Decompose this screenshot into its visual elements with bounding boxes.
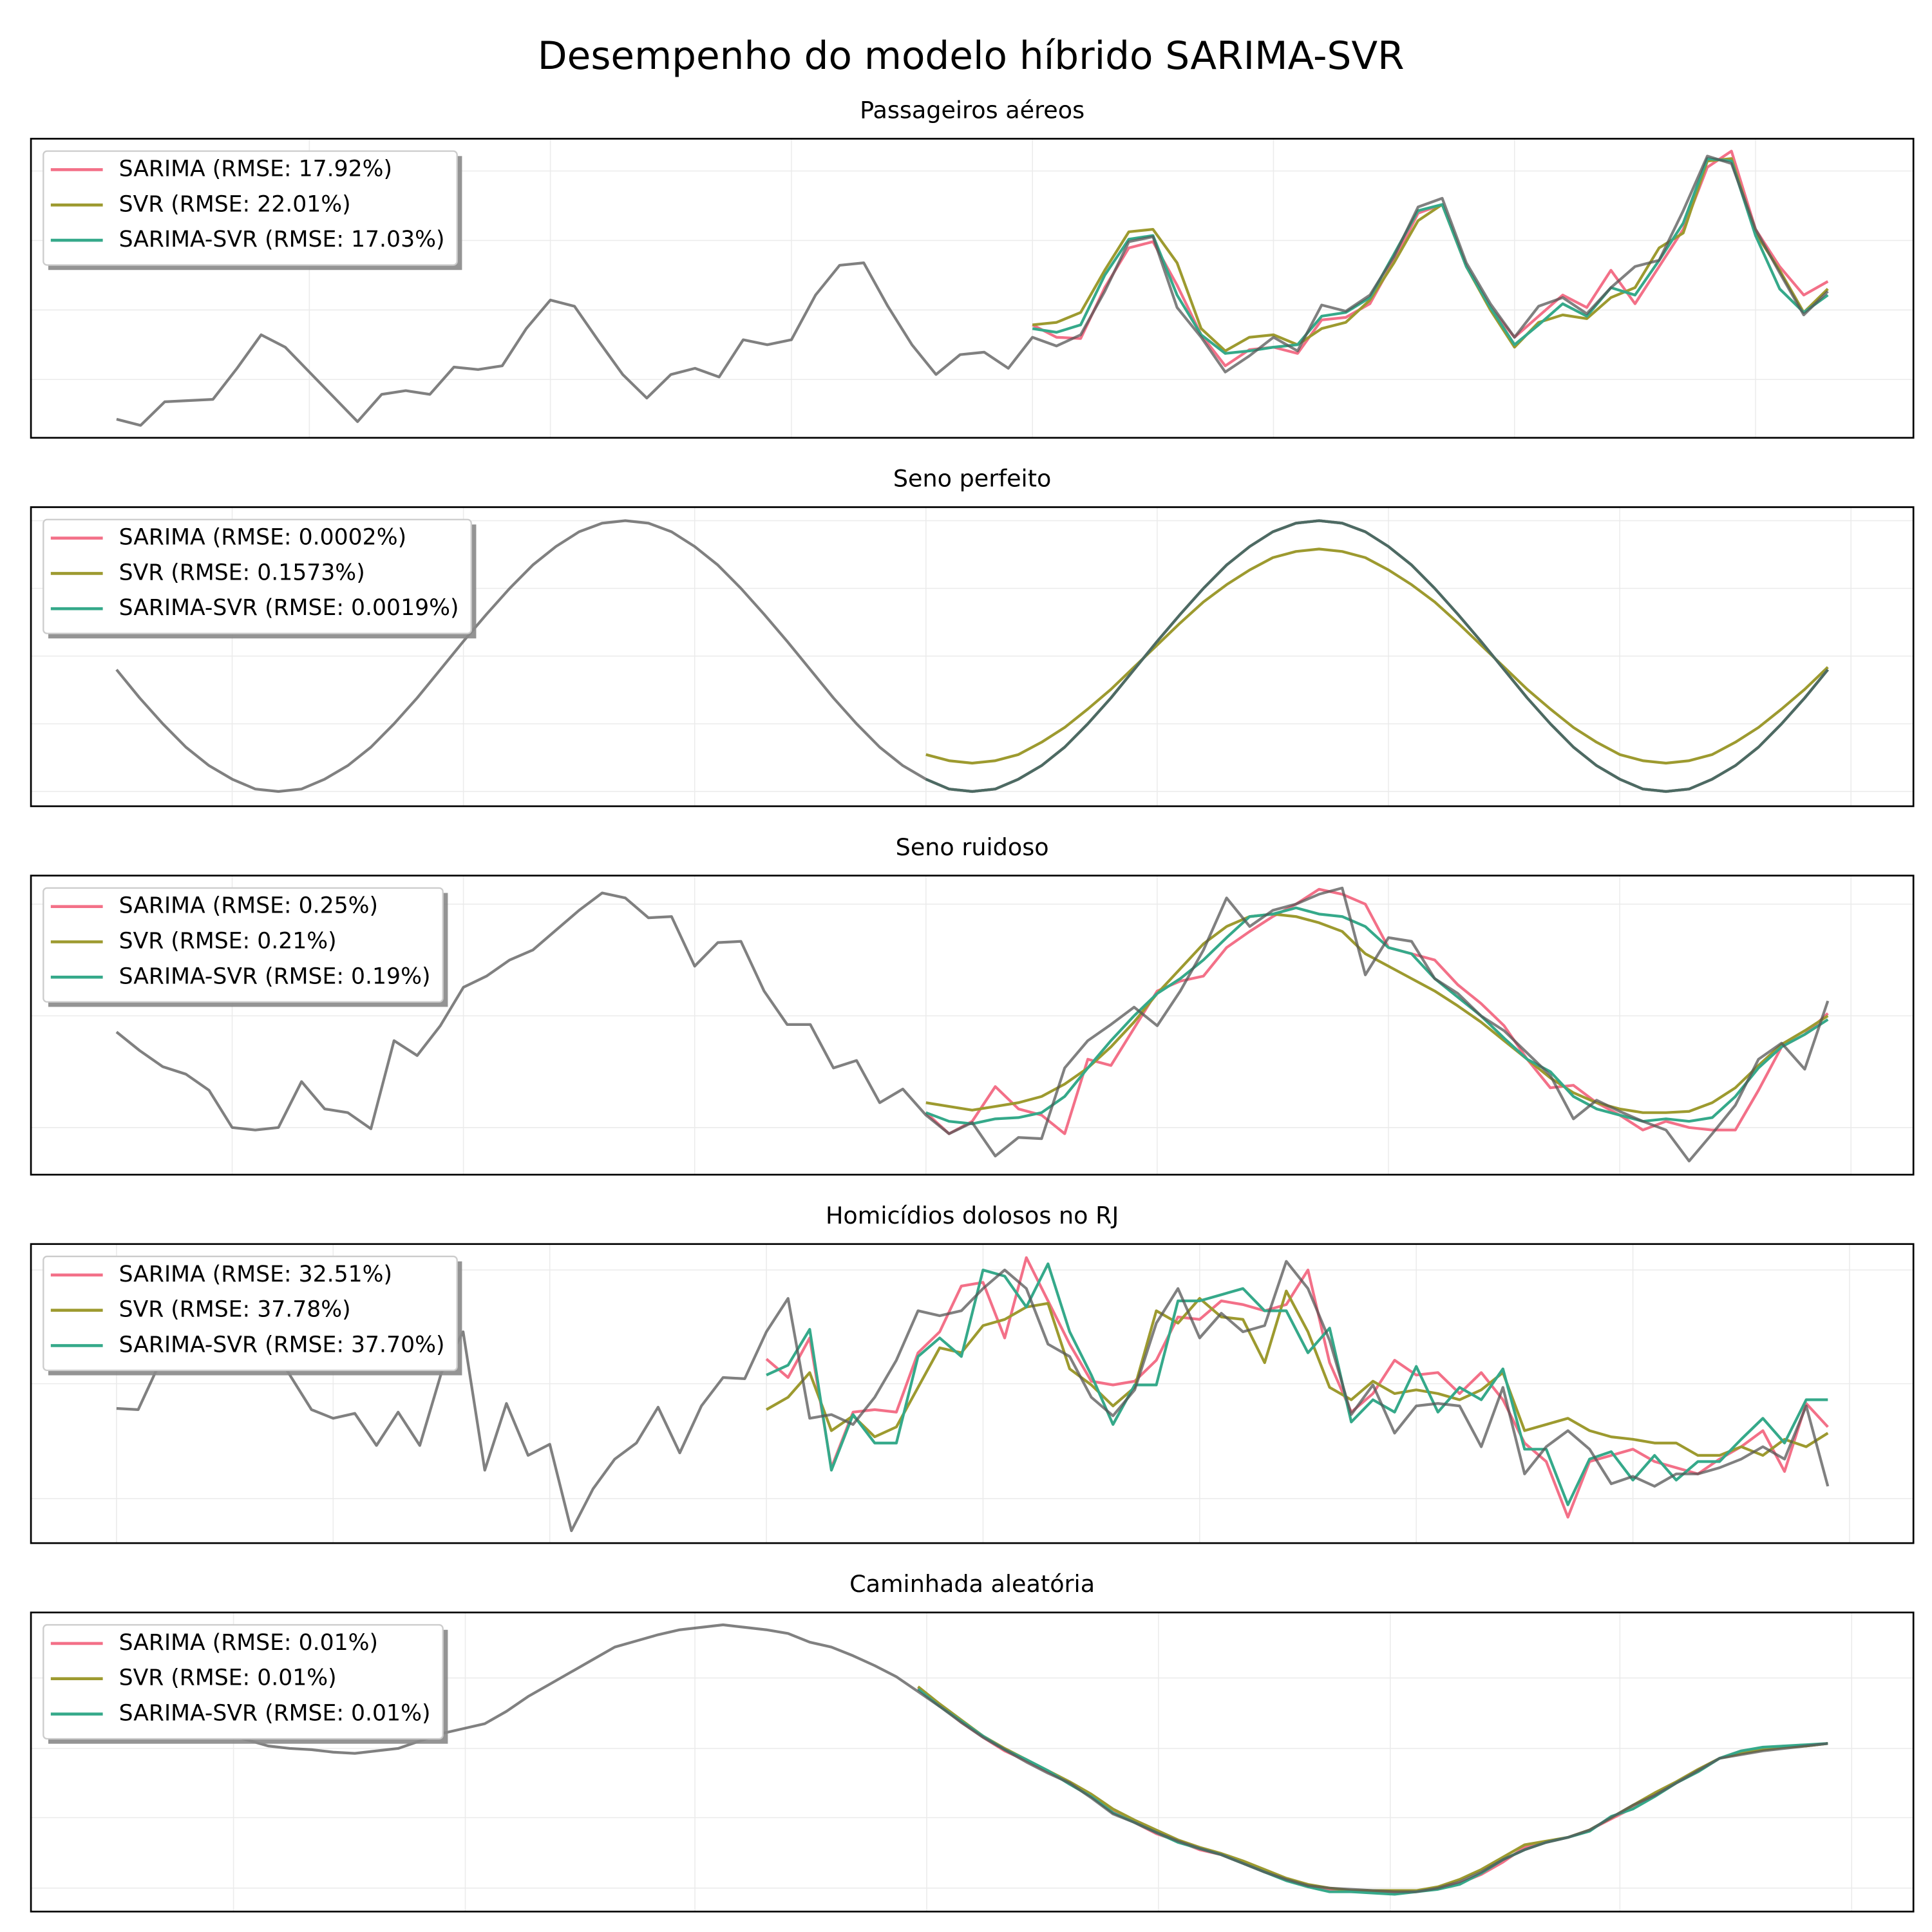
forecast-line	[925, 547, 1829, 765]
legend-label: SARIMA (RMSE: 17.92%)	[119, 156, 392, 182]
legend-box	[43, 518, 472, 634]
legend: SARIMA (RMSE: 0.0002%) SVR (RMSE: 0.1573%…	[43, 518, 477, 639]
legend-box	[43, 887, 444, 1003]
forecast-line	[766, 1289, 1829, 1457]
legend-label: SARIMA (RMSE: 0.25%)	[119, 893, 378, 919]
actual-line	[115, 886, 1830, 1162]
plot-area	[31, 1612, 1914, 1912]
chart-title: Caminhada aleatória	[849, 1570, 1095, 1598]
forecast-line	[1032, 157, 1829, 355]
legend-label: SVR (RMSE: 37.78%)	[119, 1297, 351, 1323]
legend: SARIMA (RMSE: 0.25%) SVR (RMSE: 0.21%) SAR…	[43, 887, 448, 1007]
axes-frame	[30, 1611, 1915, 1913]
legend-label: SVR (RMSE: 0.21%)	[119, 929, 337, 954]
legend: SARIMA (RMSE: 17.92%) SVR (RMSE: 22.01%) S…	[43, 150, 462, 270]
chart-title: Seno ruidoso	[896, 833, 1049, 861]
forecast-line	[925, 913, 1829, 1114]
legend-label: SVR (RMSE: 0.01%)	[119, 1665, 337, 1691]
plot-area	[31, 1244, 1914, 1544]
chart-title: Homicídios dolosos no RJ	[826, 1202, 1119, 1229]
forecast-line	[925, 887, 1829, 1135]
legend-box	[43, 150, 458, 266]
forecast-line	[766, 1262, 1828, 1506]
chart-title: Passageiros aéreos	[860, 97, 1084, 124]
actual-line	[116, 155, 1829, 427]
legend: SARIMA (RMSE: 32.51%) SVR (RMSE: 37.78%) S…	[43, 1255, 462, 1376]
axes-frame	[30, 875, 1915, 1176]
legend-label: SARIMA-SVR (RMSE: 0.01%)	[119, 1701, 431, 1727]
actual-line	[115, 519, 1829, 793]
forecast-line	[1032, 157, 1829, 353]
chart-title: Seno perfeito	[893, 465, 1052, 493]
legend-box	[43, 1255, 458, 1372]
legend-box	[43, 1624, 444, 1740]
legend-label: SARIMA (RMSE: 0.01%)	[119, 1630, 378, 1656]
forecast-line	[925, 906, 1829, 1126]
legend-label: SVR (RMSE: 22.01%)	[119, 191, 351, 217]
legend-label: SVR (RMSE: 0.1573%)	[119, 560, 365, 585]
figure-title: Desempenho do modelo híbrido SARIMA-SVR	[538, 34, 1405, 79]
axes-frame	[30, 1243, 1915, 1544]
legend-label: SARIMA-SVR (RMSE: 17.03%)	[119, 227, 445, 252]
actual-line	[115, 1623, 1828, 1893]
axes-frame	[30, 506, 1915, 808]
legend-label: SARIMA-SVR (RMSE: 37.70%)	[119, 1332, 445, 1358]
legend: SARIMA (RMSE: 0.01%) SVR (RMSE: 0.01%) SAR…	[43, 1624, 448, 1744]
legend-label: SARIMA (RMSE: 32.51%)	[119, 1262, 392, 1287]
legend-label: SARIMA-SVR (RMSE: 0.19%)	[119, 963, 431, 989]
legend-label: SARIMA (RMSE: 0.0002%)	[119, 525, 406, 551]
plot-area	[31, 875, 1914, 1175]
axes-frame	[30, 138, 1915, 439]
legend-label: SARIMA-SVR (RMSE: 0.0019%)	[119, 595, 459, 621]
plot-area	[31, 507, 1914, 806]
actual-line	[116, 1260, 1830, 1533]
